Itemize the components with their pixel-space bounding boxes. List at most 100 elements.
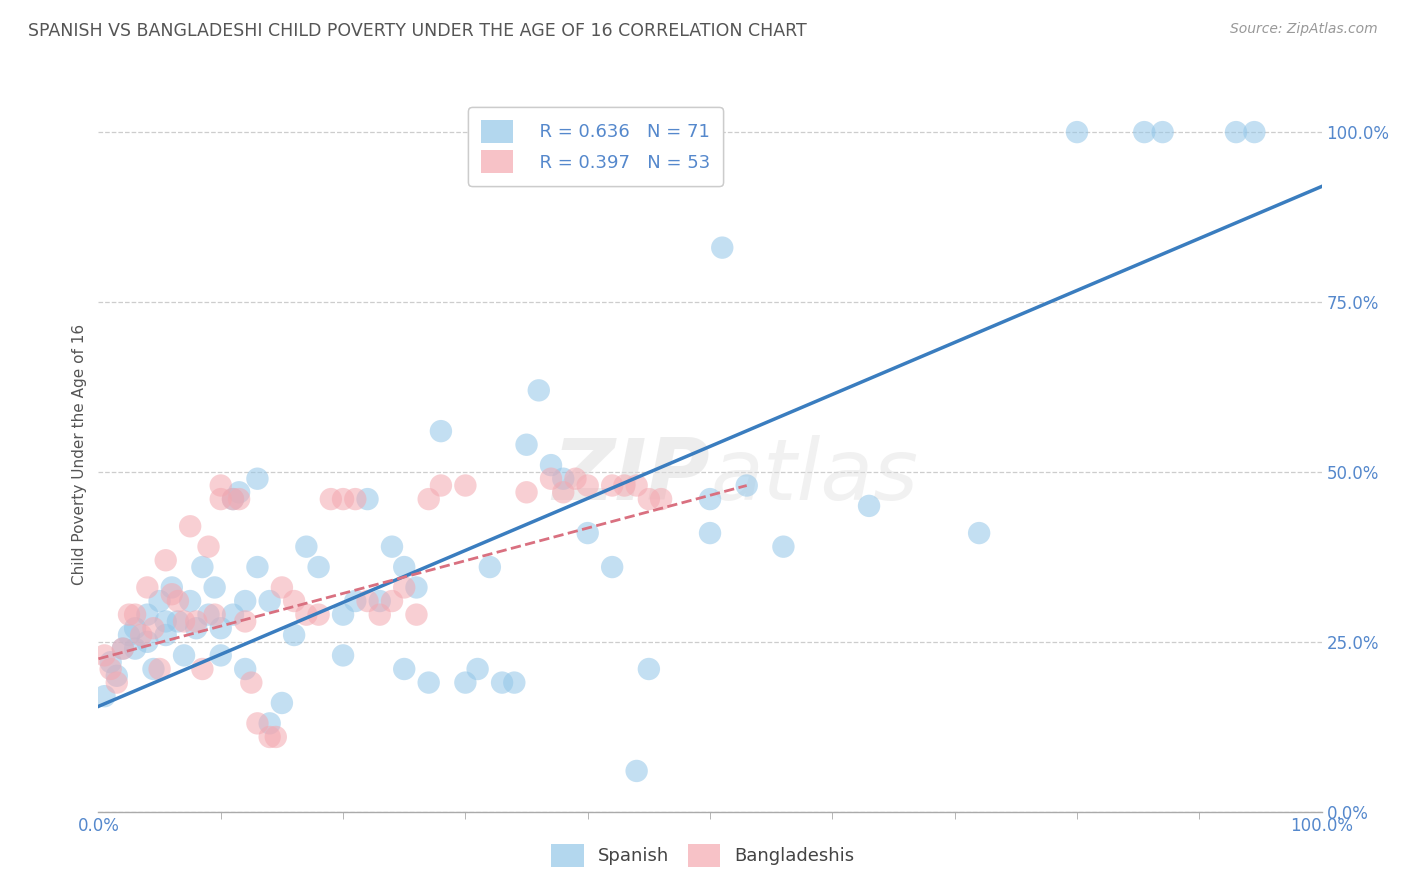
- Point: [699, 492, 721, 507]
- Point: [233, 615, 256, 629]
- Point: [478, 560, 501, 574]
- Point: [1133, 125, 1156, 139]
- Point: [111, 641, 134, 656]
- Point: [626, 764, 648, 778]
- Point: [392, 581, 416, 595]
- Point: [209, 492, 232, 507]
- Text: ZIP: ZIP: [553, 434, 710, 518]
- Point: [515, 438, 537, 452]
- Point: [430, 424, 453, 438]
- Point: [491, 675, 513, 690]
- Point: [283, 628, 305, 642]
- Point: [124, 607, 146, 622]
- Point: [155, 628, 177, 642]
- Point: [600, 560, 623, 574]
- Point: [259, 730, 281, 744]
- Point: [515, 485, 537, 500]
- Point: [100, 655, 122, 669]
- Point: [105, 669, 128, 683]
- Point: [553, 485, 575, 500]
- Point: [136, 635, 159, 649]
- Point: [160, 587, 183, 601]
- Point: [204, 607, 226, 622]
- Point: [246, 560, 269, 574]
- Y-axis label: Child Poverty Under the Age of 16: Child Poverty Under the Age of 16: [72, 325, 87, 585]
- Point: [149, 594, 172, 608]
- Point: [142, 662, 165, 676]
- Point: [418, 492, 440, 507]
- Point: [392, 560, 416, 574]
- Point: [173, 648, 195, 663]
- Point: [1152, 125, 1174, 139]
- Point: [418, 675, 440, 690]
- Point: [155, 615, 177, 629]
- Point: [332, 492, 354, 507]
- Point: [259, 594, 281, 608]
- Point: [228, 485, 250, 500]
- Point: [197, 607, 219, 622]
- Point: [270, 696, 294, 710]
- Point: [209, 478, 232, 492]
- Point: [503, 675, 526, 690]
- Point: [295, 540, 318, 554]
- Point: [308, 607, 330, 622]
- Point: [553, 472, 575, 486]
- Point: [405, 581, 427, 595]
- Point: [405, 607, 427, 622]
- Point: [332, 607, 354, 622]
- Point: [118, 607, 141, 622]
- Point: [381, 540, 404, 554]
- Point: [368, 594, 391, 608]
- Point: [637, 662, 661, 676]
- Point: [233, 594, 256, 608]
- Point: [222, 607, 245, 622]
- Point: [576, 478, 599, 492]
- Point: [124, 621, 146, 635]
- Point: [167, 615, 190, 629]
- Point: [264, 730, 287, 744]
- Point: [735, 478, 758, 492]
- Point: [222, 492, 245, 507]
- Point: [308, 560, 330, 574]
- Point: [540, 458, 562, 472]
- Point: [319, 492, 342, 507]
- Point: [344, 594, 367, 608]
- Point: [332, 648, 354, 663]
- Point: [540, 472, 562, 486]
- Point: [527, 384, 550, 398]
- Point: [100, 662, 122, 676]
- Point: [142, 621, 165, 635]
- Point: [259, 716, 281, 731]
- Text: SPANISH VS BANGLADESHI CHILD POVERTY UNDER THE AGE OF 16 CORRELATION CHART: SPANISH VS BANGLADESHI CHILD POVERTY UND…: [28, 22, 807, 40]
- Point: [149, 662, 172, 676]
- Point: [129, 628, 152, 642]
- Point: [772, 540, 794, 554]
- Point: [1225, 125, 1247, 139]
- Point: [191, 560, 214, 574]
- Point: [344, 492, 367, 507]
- Point: [191, 662, 214, 676]
- Point: [576, 526, 599, 541]
- Point: [233, 662, 256, 676]
- Point: [283, 594, 305, 608]
- Point: [186, 615, 208, 629]
- Point: [155, 553, 177, 567]
- Point: [1066, 125, 1088, 139]
- Point: [368, 607, 391, 622]
- Point: [454, 675, 477, 690]
- Point: [240, 675, 263, 690]
- Point: [179, 594, 201, 608]
- Point: [626, 478, 648, 492]
- Point: [356, 594, 378, 608]
- Point: [381, 594, 404, 608]
- Point: [1243, 125, 1265, 139]
- Point: [105, 675, 128, 690]
- Point: [270, 581, 294, 595]
- Point: [93, 648, 115, 663]
- Point: [179, 519, 201, 533]
- Point: [600, 478, 623, 492]
- Point: [613, 478, 636, 492]
- Point: [650, 492, 672, 507]
- Point: [699, 526, 721, 541]
- Point: [124, 641, 146, 656]
